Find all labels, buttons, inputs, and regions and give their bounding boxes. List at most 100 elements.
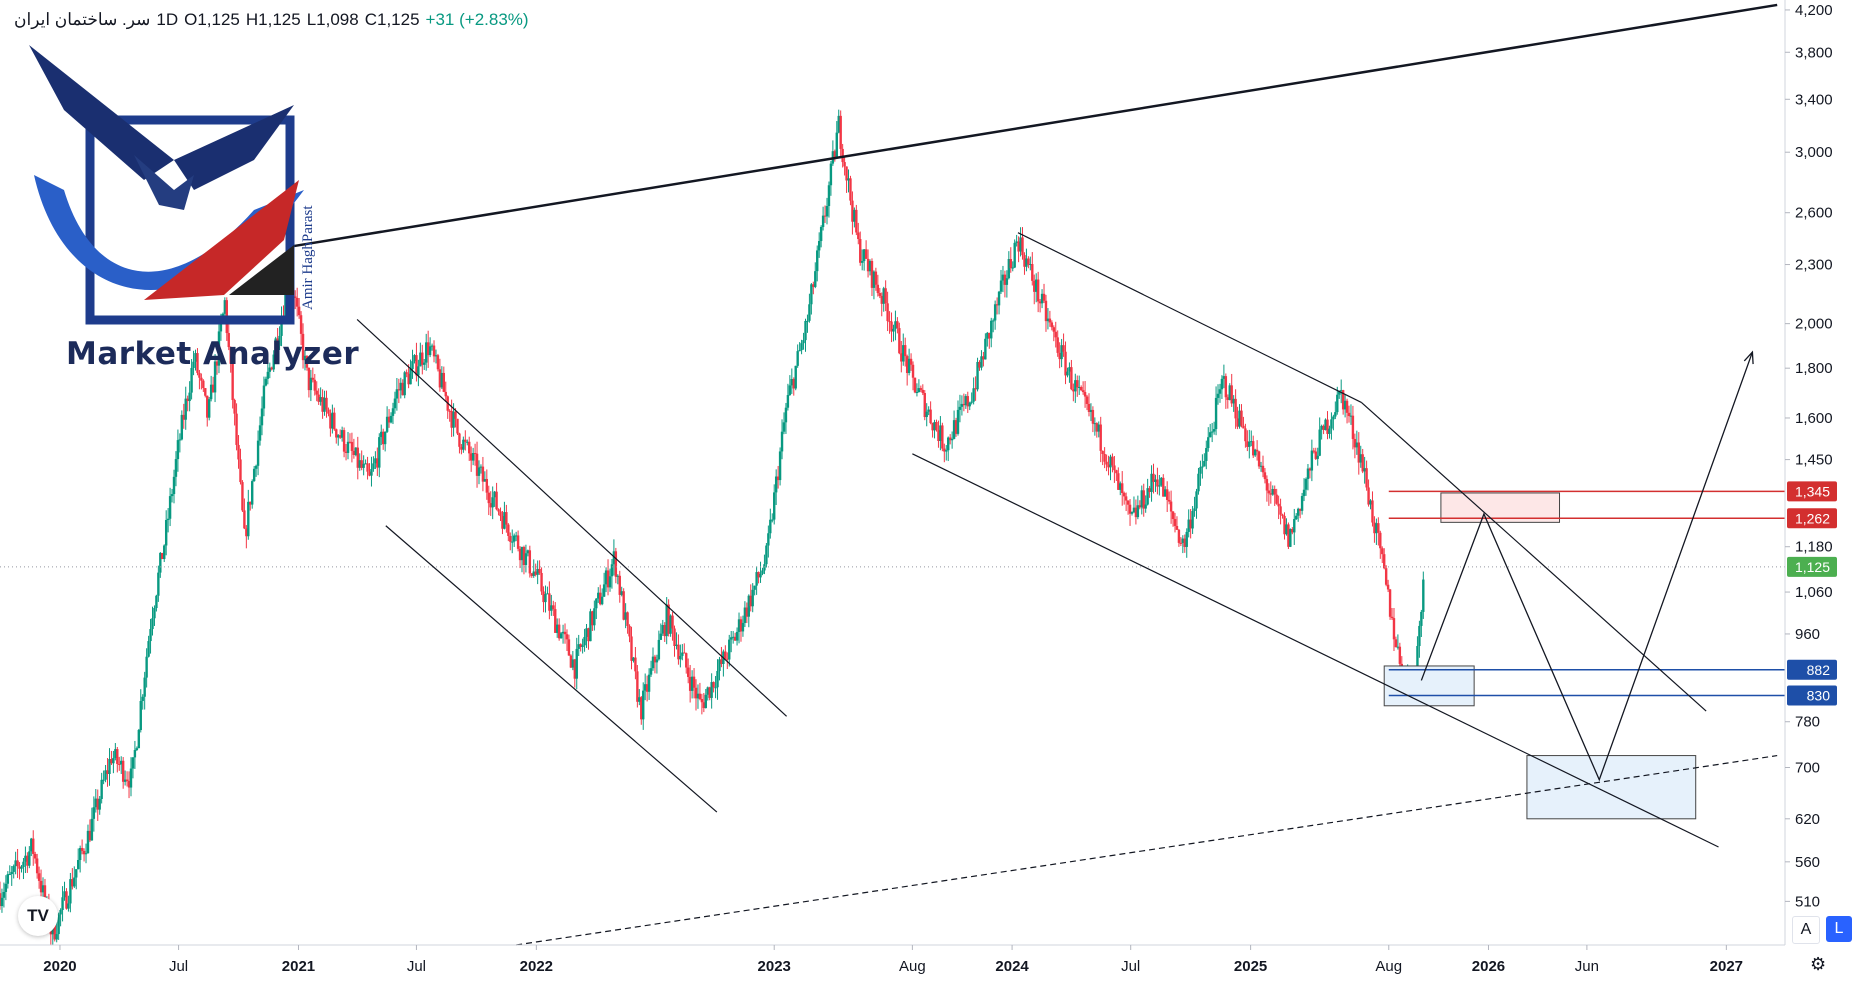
candle-body: [1193, 508, 1196, 512]
candle-body: [1418, 625, 1421, 647]
candle-body: [886, 303, 889, 322]
candle-body: [75, 869, 78, 878]
candle-body: [1048, 318, 1052, 323]
candle-body: [1101, 450, 1104, 454]
candle-body: [1332, 416, 1335, 420]
candle-body: [878, 293, 881, 296]
candle-body: [1017, 241, 1020, 252]
candle-body: [739, 619, 743, 632]
candle-body: [127, 781, 131, 788]
price-tick-label: 1,060: [1795, 584, 1833, 601]
price-tick-label: 1,180: [1795, 539, 1833, 556]
tradingview-logo[interactable]: TV: [18, 896, 58, 936]
time-tick-label: 2020: [43, 958, 76, 975]
candle-body: [841, 148, 844, 163]
candle-body: [1377, 523, 1380, 533]
candle-body: [1072, 389, 1075, 392]
candle-body: [503, 512, 506, 529]
candle-body: [528, 550, 532, 574]
candle-body: [1355, 442, 1359, 448]
candle-body: [698, 693, 702, 699]
gear-icon[interactable]: ⚙: [1810, 954, 1827, 974]
candle-body: [626, 612, 629, 626]
candle-body: [315, 390, 318, 395]
candle-body: [356, 447, 359, 468]
candle-body: [1081, 390, 1085, 393]
candle-body: [888, 321, 891, 323]
long-term-resistance: [290, 3, 1778, 248]
candle-body: [385, 416, 389, 432]
candle-body: [988, 332, 991, 339]
candle-body: [1003, 274, 1007, 285]
candle-body: [745, 607, 749, 617]
candle-body: [1036, 279, 1040, 302]
candle-body: [33, 853, 37, 859]
candle-body: [974, 388, 977, 390]
candle-body: [688, 676, 692, 691]
candle-body: [712, 682, 715, 688]
candle-body: [1029, 264, 1032, 266]
candle-body: [337, 435, 340, 438]
candle-body: [159, 552, 162, 573]
candle-body: [618, 575, 621, 595]
candle-body: [1097, 424, 1100, 432]
candle-body: [372, 463, 375, 470]
candle-body: [735, 631, 739, 641]
candle-body: [761, 570, 764, 574]
candle-body: [180, 414, 184, 440]
candle-body: [1375, 523, 1378, 534]
candle-body: [876, 284, 880, 294]
candle-body: [264, 378, 268, 386]
candlestick-series: [0, 109, 1425, 945]
candle-body: [260, 408, 264, 426]
symbol-name[interactable]: سر. ساختمان ایران: [14, 10, 151, 29]
candle-body: [546, 593, 549, 595]
candle-body: [67, 903, 70, 909]
candle-body: [1087, 403, 1091, 413]
candle-body: [866, 258, 870, 272]
support-upper-tag: [1787, 659, 1837, 680]
candle-body: [507, 524, 510, 536]
interval-label[interactable]: 1D: [156, 10, 179, 29]
candle-body: [137, 730, 141, 749]
candle-body: [295, 297, 299, 307]
candle-body: [1222, 376, 1226, 379]
candle-body: [1363, 468, 1366, 472]
candle-body: [262, 385, 266, 409]
candle-body: [194, 353, 197, 362]
auto-scale-button[interactable]: A: [1792, 916, 1820, 944]
candle-body: [817, 241, 821, 251]
candle-body: [1130, 512, 1134, 514]
candle-body: [37, 873, 41, 881]
candle-body: [731, 636, 735, 638]
candle-body: [120, 760, 123, 765]
candle-body: [837, 115, 840, 133]
candle-body: [683, 652, 686, 654]
candle-body: [1242, 425, 1245, 429]
candle-body: [819, 226, 823, 242]
candle-body: [1228, 385, 1231, 401]
candle-body: [997, 291, 1001, 306]
candle-body: [495, 491, 498, 510]
candle-body: [1296, 508, 1300, 516]
last-price-tag-label: 1,125: [1795, 559, 1830, 575]
candle-body: [1320, 425, 1323, 430]
candle-body: [325, 397, 328, 410]
candle-body: [1117, 473, 1120, 490]
channel-1-lower: [385, 525, 718, 813]
price-tick-label: 960: [1795, 626, 1820, 643]
candle-body: [945, 450, 948, 452]
log-scale-button[interactable]: L: [1826, 916, 1852, 942]
candle-body: [1191, 511, 1194, 529]
candle-body: [1312, 450, 1316, 452]
candle-body: [821, 215, 825, 227]
candle-body: [346, 441, 350, 453]
candle-body: [737, 619, 741, 632]
candle-body: [542, 591, 545, 603]
candle-body: [929, 409, 932, 424]
candle-body: [933, 422, 936, 431]
candle-body: [258, 425, 262, 441]
candle-body: [303, 355, 307, 361]
candle-body: [982, 356, 985, 360]
